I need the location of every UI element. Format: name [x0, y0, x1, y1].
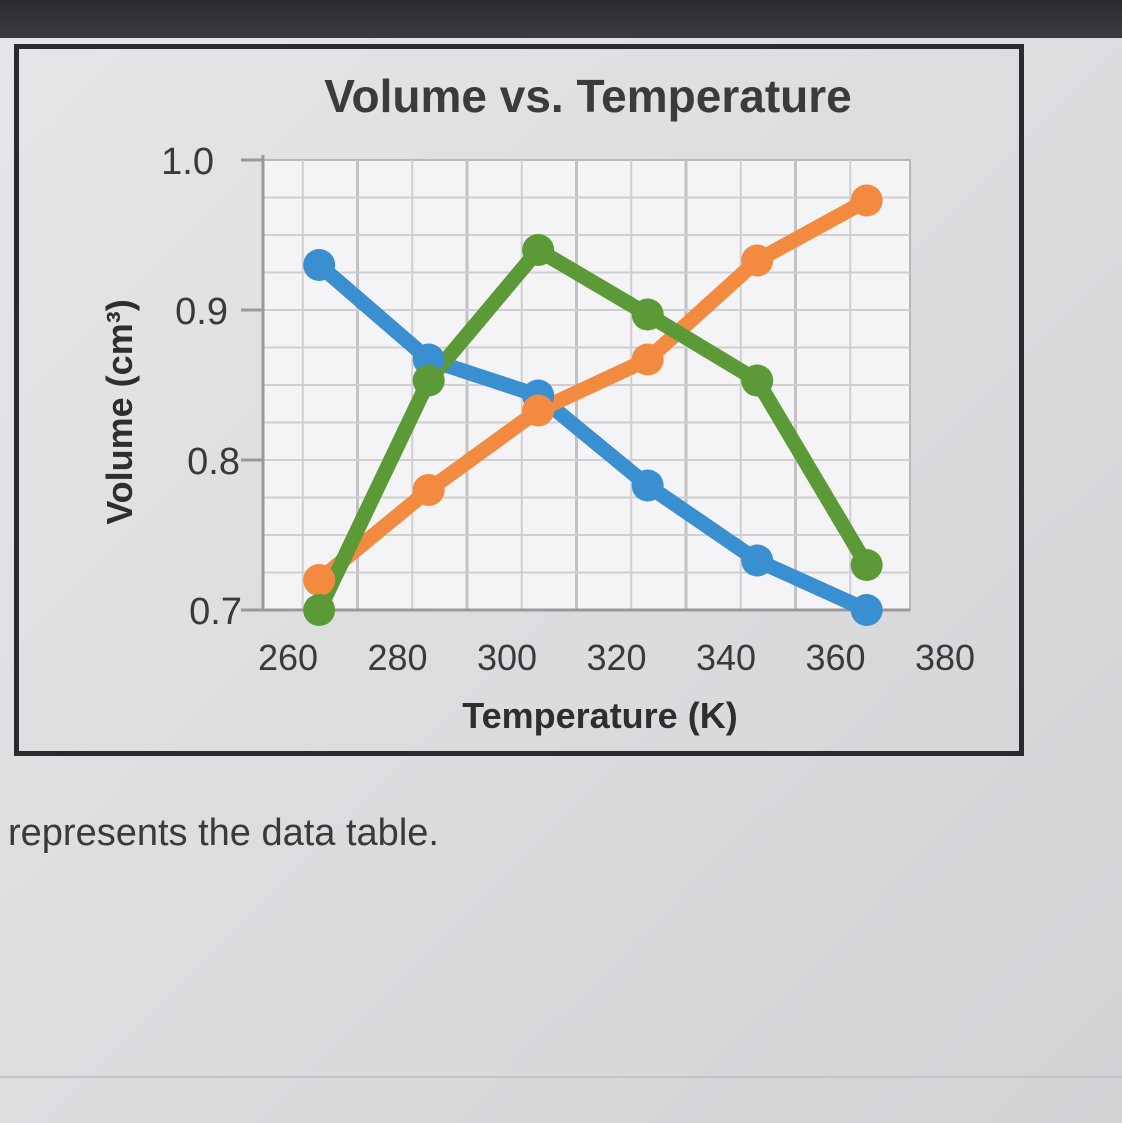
series-line-1	[311, 257, 875, 618]
series-layer	[303, 184, 883, 626]
series-point-1	[631, 469, 664, 502]
series-point-3	[850, 549, 883, 581]
series-point-3	[522, 234, 555, 266]
y-tick-label: 0.8	[187, 441, 240, 483]
x-tick-label: 300	[477, 637, 537, 678]
x-tick-label: 340	[696, 637, 756, 678]
series-point-1	[303, 249, 336, 281]
tick-labels: 0.7 0.8 0.9 1.0 260 280 300 320 340 360 380	[161, 141, 975, 678]
series-point-2	[850, 184, 883, 217]
x-tick-label: 260	[258, 637, 318, 678]
divider	[0, 1076, 1122, 1078]
series-line-2	[311, 193, 875, 588]
x-tick-label: 360	[805, 637, 865, 678]
series-point-3	[741, 364, 774, 397]
x-tick-label: 320	[586, 637, 646, 678]
axes	[241, 155, 910, 612]
series-point-2	[522, 394, 555, 427]
series-point-1	[741, 544, 774, 577]
series-point-3	[303, 594, 336, 626]
y-axis-label: Volume (cm³)	[99, 299, 140, 524]
series-point-3	[412, 364, 445, 397]
y-tick-label: 0.9	[175, 291, 228, 333]
top-bar	[0, 0, 1122, 38]
chart-frame	[14, 44, 1024, 756]
caption-text: represents the data table.	[8, 812, 439, 854]
x-tick-label: 280	[367, 637, 427, 678]
y-tick-label: 1.0	[161, 141, 214, 183]
line-chart: Volume vs. Temperature Volume (cm³) Temp…	[99, 70, 975, 736]
x-tick-label: 380	[915, 637, 975, 678]
series-point-2	[631, 343, 664, 376]
series-point-2	[303, 564, 336, 596]
series-line-3	[311, 242, 875, 618]
chart-title: Volume vs. Temperature	[324, 70, 851, 122]
y-tick-label: 0.7	[189, 591, 242, 633]
series-point-1	[850, 594, 883, 626]
series-point-2	[741, 244, 774, 277]
series-point-2	[412, 474, 445, 506]
series-point-3	[631, 298, 664, 331]
x-axis-label: Temperature (K)	[462, 695, 737, 736]
